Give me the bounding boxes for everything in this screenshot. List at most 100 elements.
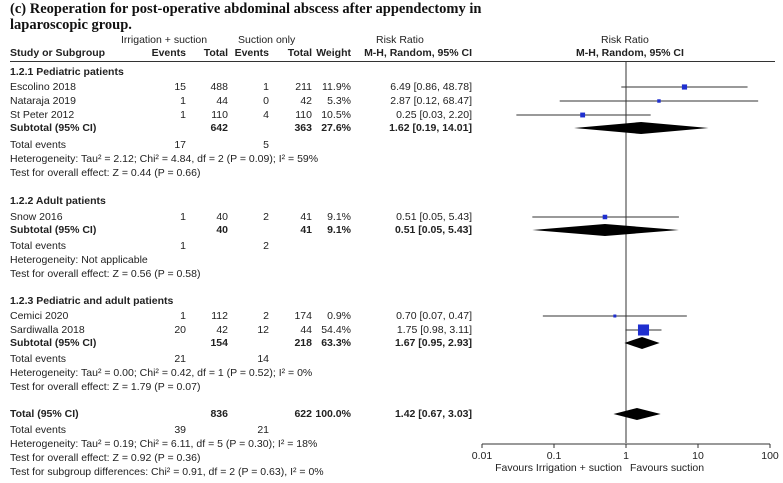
x-axis-tick-label: 1 xyxy=(623,450,629,462)
heterogeneity-text: Heterogeneity: Tau² = 2.12; Chi² = 4.84,… xyxy=(10,153,319,165)
study-name: St Peter 2012 xyxy=(10,109,75,121)
subtotal-total-1: 154 xyxy=(210,337,228,349)
subtotal-label: Subtotal (95% CI) xyxy=(10,337,97,349)
risk-ratio-ci: 0.25 [0.03, 2.20] xyxy=(396,109,472,121)
events-1: 1 xyxy=(180,310,186,322)
point-estimate-square xyxy=(637,324,650,336)
subtotal-total-2: 363 xyxy=(294,122,312,134)
events-1: 1 xyxy=(180,211,186,223)
total-2: 174 xyxy=(294,310,312,322)
subgroup-2-title: 1.2.2 Adult patients xyxy=(10,195,106,207)
subtotal-total-2: 41 xyxy=(300,224,312,236)
header-risk-ratio-plot: Risk Ratio xyxy=(601,34,649,46)
caption-line-1: (c) Reoperation for post-operative abdom… xyxy=(10,1,482,17)
study-name: Cemici 2020 xyxy=(10,310,69,322)
events-2: 4 xyxy=(263,109,269,121)
total-events-2: 2 xyxy=(263,240,269,252)
header-events-1: Events xyxy=(151,47,186,59)
header-events-2: Events xyxy=(234,47,269,59)
header-study: Study or Subgroup xyxy=(10,47,106,59)
weight: 9.1% xyxy=(327,211,351,223)
total-events-label: Total events xyxy=(10,424,67,436)
subtotal-diamond xyxy=(532,224,679,236)
subtotal-label: Subtotal (95% CI) xyxy=(10,224,97,236)
total-events-2: 5 xyxy=(263,139,269,151)
events-2: 1 xyxy=(263,81,269,93)
study-name: Escolino 2018 xyxy=(10,81,76,93)
weight: 11.9% xyxy=(322,81,351,93)
total-2: 110 xyxy=(295,109,312,121)
overall-diamond xyxy=(613,408,661,420)
figure-caption: (c) Reoperation for post-operative abdom… xyxy=(10,1,610,33)
point-estimate-square xyxy=(602,214,608,220)
study-name: Nataraja 2019 xyxy=(10,95,76,107)
grand-total-2: 622 xyxy=(294,408,312,420)
header-weight: Weight xyxy=(316,47,351,59)
events-2: 2 xyxy=(263,211,269,223)
overall-effect-text: Test for overall effect: Z = 0.56 (P = 0… xyxy=(10,268,201,280)
subgroup-differences-text: Test for subgroup differences: Chi² = 0.… xyxy=(10,466,324,478)
header-group-irrigation: Irrigation + suction xyxy=(121,34,208,46)
total-events-1: 39 xyxy=(174,424,186,436)
grand-total-1: 836 xyxy=(210,408,228,420)
total-1: 110 xyxy=(211,109,228,121)
subtotal-label: Subtotal (95% CI) xyxy=(10,122,97,134)
subtotal-ci: 1.67 [0.95, 2.93] xyxy=(394,337,472,349)
x-axis-tick-label: 100 xyxy=(761,450,779,462)
study-name: Sardiwalla 2018 xyxy=(10,324,85,336)
subgroup-3-title: 1.2.3 Pediatric and adult patients xyxy=(10,295,174,307)
header-method-plot: M-H, Random, 95% CI xyxy=(576,47,684,59)
subtotal-weight: 63.3% xyxy=(321,337,351,349)
point-estimate-square xyxy=(580,112,586,118)
risk-ratio-ci: 0.51 [0.05, 5.43] xyxy=(396,211,472,223)
risk-ratio-ci: 0.70 [0.07, 0.47] xyxy=(396,310,472,322)
x-axis-tick-label: 10 xyxy=(692,450,704,462)
events-2: 0 xyxy=(263,95,269,107)
x-axis-tick-label: 0.01 xyxy=(472,450,493,462)
total-events-label: Total events xyxy=(10,240,67,252)
subtotal-total-2: 218 xyxy=(294,337,312,349)
total-events-1: 21 xyxy=(174,353,186,365)
subtotal-total-1: 642 xyxy=(210,122,228,134)
grand-total-weight: 100.0% xyxy=(315,408,351,420)
weight: 10.5% xyxy=(321,109,351,121)
overall-effect-text: Test for overall effect: Z = 0.44 (P = 0… xyxy=(10,167,201,179)
x-axis-tick-label: 0.1 xyxy=(547,450,562,462)
risk-ratio-ci: 2.87 [0.12, 68.47] xyxy=(390,95,472,107)
heterogeneity-text: Heterogeneity: Tau² = 0.00; Chi² = 0.42,… xyxy=(10,367,313,379)
total-events-2: 14 xyxy=(257,353,269,365)
point-estimate-square xyxy=(681,84,688,90)
total-events-2: 21 xyxy=(257,424,269,436)
point-estimate-square xyxy=(657,99,661,103)
favours-right-label: Favours suction xyxy=(630,462,704,474)
total-2: 41 xyxy=(300,211,312,223)
events-1: 1 xyxy=(180,109,186,121)
point-estimate-square xyxy=(613,314,617,318)
events-1: 1 xyxy=(180,95,186,107)
header-total-2: Total xyxy=(287,47,312,59)
heterogeneity-text: Heterogeneity: Not applicable xyxy=(10,254,148,266)
header-rule xyxy=(10,61,775,62)
subtotal-weight: 27.6% xyxy=(321,122,351,134)
total-1: 42 xyxy=(216,324,228,336)
total-events-1: 1 xyxy=(180,240,186,252)
heterogeneity-text: Heterogeneity: Tau² = 0.19; Chi² = 6.11,… xyxy=(10,438,318,450)
total-events-label: Total events xyxy=(10,139,67,151)
plot-marks xyxy=(516,62,759,443)
total-1: 40 xyxy=(216,211,228,223)
grand-total-ci: 1.42 [0.67, 3.03] xyxy=(394,408,472,420)
events-2: 2 xyxy=(263,310,269,322)
total-1: 44 xyxy=(216,95,228,107)
events-1: 15 xyxy=(174,81,186,93)
risk-ratio-ci: 1.75 [0.98, 3.11] xyxy=(396,324,472,336)
header-total-1: Total xyxy=(203,47,228,59)
subgroup-1-title: 1.2.1 Pediatric patients xyxy=(10,66,124,78)
study-name: Snow 2016 xyxy=(10,211,63,223)
header-group-suction: Suction only xyxy=(238,34,296,46)
favours-left-label: Favours Irrigation + suction xyxy=(495,462,622,474)
risk-ratio-ci: 6.49 [0.86, 48.78] xyxy=(390,81,472,93)
overall-effect-text: Test for overall effect: Z = 1.79 (P = 0… xyxy=(10,381,201,393)
total-2: 44 xyxy=(300,324,312,336)
weight: 54.4% xyxy=(321,324,351,336)
